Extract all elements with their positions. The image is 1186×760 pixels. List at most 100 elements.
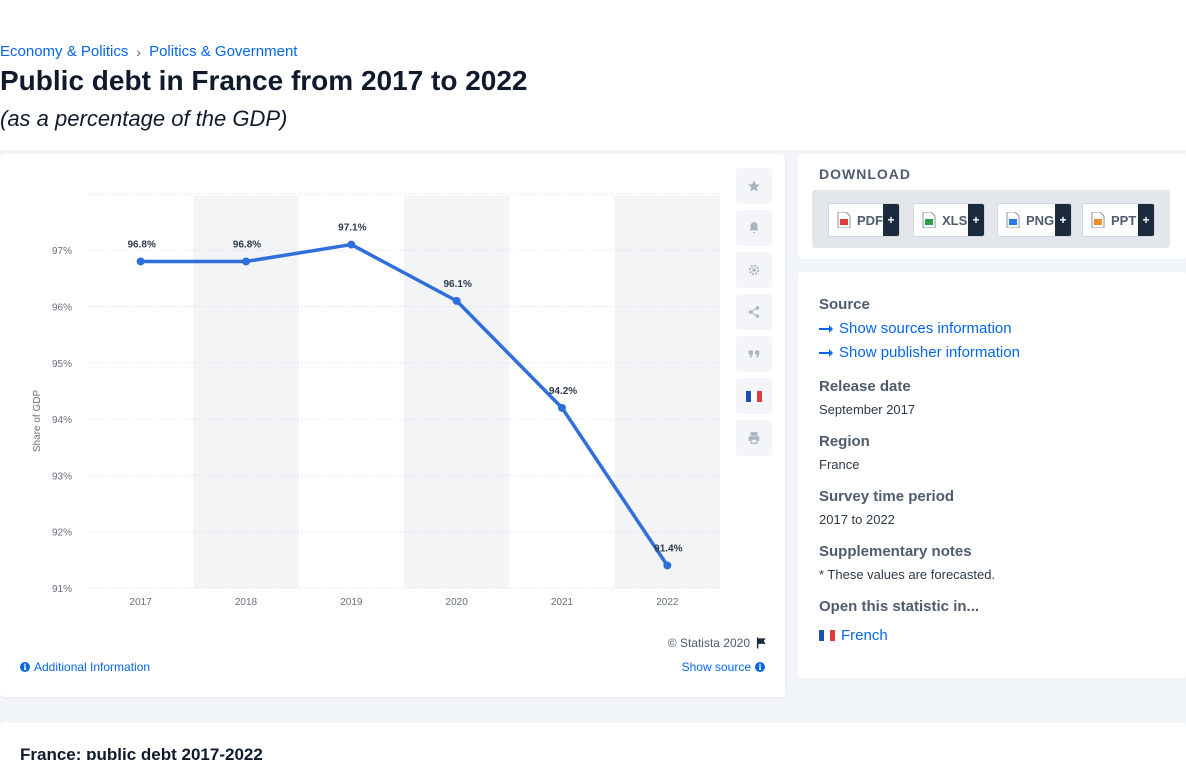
print-button[interactable] [736, 420, 772, 456]
y-tick-label: 92% [52, 528, 72, 539]
open-in-french-link[interactable]: French [819, 627, 888, 644]
language-button[interactable] [736, 378, 772, 414]
description-title: France: public debt 2017-2022 [20, 745, 263, 760]
png-file-icon [1006, 212, 1020, 228]
download-card: DOWNLOAD PDF + XLS + PNG + PPT + [798, 154, 1186, 259]
chart-copyright: © Statista 2020 [668, 636, 767, 650]
pdf-plus: + [883, 204, 899, 236]
survey-period-heading: Survey time period [819, 488, 955, 505]
xls-plus: + [968, 204, 984, 236]
xls-label: XLS [942, 212, 968, 228]
print-icon [748, 432, 760, 444]
data-point [347, 240, 356, 249]
show-publisher-label: Show publisher information [839, 344, 1020, 361]
show-source-label: Show source [681, 660, 751, 674]
gear-icon [748, 264, 760, 276]
data-label: 96.1% [443, 279, 471, 290]
y-tick-label: 94% [52, 415, 72, 426]
data-label: 91.4% [654, 543, 682, 554]
x-tick-label: 2021 [551, 597, 574, 608]
release-date-heading: Release date [819, 378, 911, 395]
data-point [452, 296, 461, 305]
page-title: Public debt in France from 2017 to 2022 [0, 65, 528, 96]
data-label: 96.8% [233, 239, 261, 250]
show-sources-label: Show sources information [839, 320, 1012, 337]
additional-information-link[interactable]: i Additional Information [20, 660, 150, 674]
notification-button[interactable] [736, 210, 772, 246]
share-icon [748, 306, 760, 318]
arrow-right-icon [819, 324, 833, 333]
source-heading: Source [819, 296, 870, 313]
ppt-label: PPT [1111, 212, 1137, 228]
data-point [242, 257, 250, 266]
y-axis-label: Share of GDP [32, 390, 43, 453]
share-button[interactable] [736, 294, 772, 330]
data-label: 94.2% [549, 386, 577, 397]
y-tick-label: 95% [52, 359, 72, 370]
y-tick-label: 96% [52, 303, 72, 314]
show-source-link[interactable]: Show source i [682, 660, 765, 674]
x-tick-label: 2017 [130, 597, 153, 608]
copyright-text: © Statista 2020 [667, 636, 750, 650]
ppt-plus: + [1138, 204, 1154, 236]
x-tick-label: 2020 [446, 597, 469, 608]
quote-icon [748, 350, 760, 358]
ppt-file-icon [1091, 212, 1105, 228]
breadcrumb: Economy & Politics › Politics & Governme… [0, 43, 297, 60]
statistic-details: Source Show sources information Show pub… [798, 272, 1186, 678]
star-icon [748, 180, 760, 192]
series-line [138, 242, 670, 568]
xls-file-icon [922, 212, 936, 228]
flag-report-icon[interactable] [756, 637, 767, 649]
survey-period-value: 2017 to 2022 [819, 512, 895, 527]
x-tick-label: 2019 [340, 597, 363, 608]
bell-icon [749, 222, 759, 234]
info-icon: i [20, 662, 30, 672]
png-plus: + [1055, 204, 1071, 236]
region-heading: Region [819, 433, 870, 450]
data-point [558, 403, 566, 412]
settings-button[interactable] [736, 252, 772, 288]
breadcrumb-separator: › [136, 43, 142, 60]
y-tick-label: 97% [52, 246, 72, 257]
favorite-button[interactable] [736, 168, 772, 204]
open-in-french-label: French [841, 627, 888, 644]
x-tick-label: 2022 [656, 597, 679, 608]
y-tick-label: 93% [52, 471, 72, 482]
y-tick-label: 91% [52, 584, 72, 595]
x-tick-label: 2018 [235, 597, 258, 608]
data-point [663, 561, 672, 570]
chart-card: 91% 92% 93% 94% 95% 96% 97% Share of GDP 2017 201… [0, 154, 785, 697]
region-value: France [819, 457, 860, 472]
pdf-label: PDF [857, 212, 883, 228]
download-ppt-button[interactable]: PPT + [1082, 203, 1155, 237]
column-band [614, 196, 720, 588]
download-title: DOWNLOAD [819, 166, 911, 182]
description-card: France: public debt 2017-2022 [0, 723, 1186, 760]
png-label: PNG [1026, 212, 1055, 228]
french-flag-icon [746, 390, 762, 402]
cite-button[interactable] [736, 336, 772, 372]
french-flag-icon [819, 630, 835, 641]
breadcrumb-economy-politics[interactable]: Economy & Politics [0, 43, 129, 60]
show-publisher-link[interactable]: Show publisher information [819, 344, 1020, 361]
release-date-value: September 2017 [819, 402, 916, 417]
download-buttons: PDF + XLS + PNG + PPT + [812, 190, 1170, 248]
additional-information-label: Additional Information [34, 660, 151, 674]
chart-toolbar [736, 168, 772, 456]
arrow-right-icon [819, 348, 833, 357]
download-png-button[interactable]: PNG + [997, 203, 1072, 237]
download-xls-button[interactable]: XLS + [913, 203, 985, 237]
data-label: 97.1% [338, 223, 366, 234]
header-band [0, 0, 1186, 150]
pdf-file-icon [837, 212, 851, 228]
breadcrumb-politics-government[interactable]: Politics & Government [149, 43, 298, 60]
info-icon: i [755, 662, 765, 672]
supplementary-notes-value: * These values are forecasted. [819, 567, 996, 582]
show-sources-link[interactable]: Show sources information [819, 320, 1012, 337]
supplementary-notes-heading: Supplementary notes [819, 543, 972, 560]
line-chart: 91% 92% 93% 94% 95% 96% 97% Share of GDP 2017 201… [32, 193, 720, 608]
page-subtitle: (as a percentage of the GDP) [0, 106, 288, 131]
download-pdf-button[interactable]: PDF + [828, 203, 900, 237]
data-label: 96.8% [127, 239, 155, 250]
